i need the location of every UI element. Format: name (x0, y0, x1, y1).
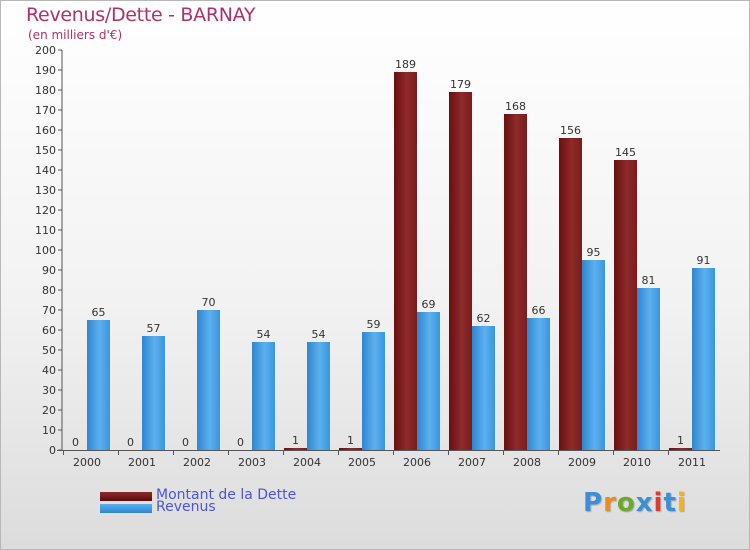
revenus-value-label: 62 (477, 312, 491, 325)
debt-bar (339, 448, 362, 450)
y-tick-label: 0 (49, 444, 56, 457)
x-tick-label: 2005 (348, 456, 376, 469)
revenus-bar (252, 342, 275, 450)
y-tick-label: 110 (35, 224, 56, 237)
revenus-value-label: 91 (697, 254, 711, 267)
revenus-value-label: 54 (312, 328, 326, 341)
revenus-value-label: 59 (367, 318, 381, 331)
revenus-bar (362, 332, 385, 450)
y-tick-label: 120 (35, 204, 56, 217)
revenus-bar (472, 326, 495, 450)
y-tick-label: 190 (35, 64, 56, 77)
debt-value-label: 0 (182, 436, 189, 449)
y-tick-label: 200 (35, 44, 56, 57)
revenus-bar (692, 268, 715, 450)
debt-value-label: 1 (677, 434, 684, 447)
y-tick-label: 40 (42, 364, 56, 377)
chart-title: Revenus/Dette - BARNAY (26, 4, 256, 26)
debt-bar (394, 72, 417, 450)
revenus-value-label: 57 (147, 322, 161, 335)
logo-letter: P (583, 488, 604, 518)
debt-value-label: 145 (615, 146, 636, 159)
logo-letter: i (653, 488, 664, 518)
logo-letter: x (635, 488, 654, 518)
x-tick-label: 2004 (293, 456, 321, 469)
legend-label-debt: Montant de la Dette (156, 487, 297, 503)
debt-bar (559, 138, 582, 450)
y-tick-label: 10 (42, 424, 56, 437)
legend-swatch-revenus (100, 504, 152, 513)
revenus-bar (582, 260, 605, 450)
x-tick-label: 2002 (183, 456, 211, 469)
debt-value-label: 179 (450, 78, 471, 91)
y-tick-label: 60 (42, 324, 56, 337)
debt-bar (669, 448, 692, 450)
debt-bar (284, 448, 307, 450)
y-tick-label: 170 (35, 104, 56, 117)
debt-value-label: 0 (237, 436, 244, 449)
revenus-bar (417, 312, 440, 450)
y-tick-label: 150 (35, 144, 56, 157)
revenus-bar (307, 342, 330, 450)
debt-value-label: 1 (347, 434, 354, 447)
revenus-value-label: 66 (532, 304, 546, 317)
revenus-value-label: 81 (642, 274, 656, 287)
debt-value-label: 189 (395, 58, 416, 71)
y-tick-label: 80 (42, 284, 56, 297)
y-tick-label: 160 (35, 124, 56, 137)
debt-value-label: 0 (72, 436, 79, 449)
logo-letter: r (603, 488, 617, 518)
debt-bar (449, 92, 472, 450)
revenus-bar (197, 310, 220, 450)
y-tick-label: 180 (35, 84, 56, 97)
y-tick-label: 140 (35, 164, 56, 177)
y-tick-label: 20 (42, 404, 56, 417)
x-tick-label: 2008 (513, 456, 541, 469)
y-tick-label: 90 (42, 264, 56, 277)
revenus-value-label: 70 (202, 296, 216, 309)
logo-letter: t (663, 488, 677, 518)
proxiti-logo: Proxiti (583, 488, 687, 518)
debt-value-label: 156 (560, 124, 581, 137)
debt-bar (614, 160, 637, 450)
x-tick-label: 2011 (678, 456, 706, 469)
debt-value-label: 0 (127, 436, 134, 449)
revenus-bar (637, 288, 660, 450)
logo-letter: i (676, 488, 687, 518)
legend-label-revenus: Revenus (156, 499, 216, 515)
revenus-value-label: 54 (257, 328, 271, 341)
y-tick-label: 70 (42, 304, 56, 317)
debt-bar (504, 114, 527, 450)
debt-value-label: 1 (292, 434, 299, 447)
x-tick-label: 2003 (238, 456, 266, 469)
revenus-value-label: 95 (587, 246, 601, 259)
x-tick-label: 2009 (568, 456, 596, 469)
x-tick-label: 2006 (403, 456, 431, 469)
x-tick-label: 2001 (128, 456, 156, 469)
logo-letter: o (616, 488, 636, 518)
x-tick-label: 2000 (73, 456, 101, 469)
revenus-bar (142, 336, 165, 450)
revenus-bar (87, 320, 110, 450)
debt-value-label: 168 (505, 100, 526, 113)
y-tick-label: 50 (42, 344, 56, 357)
chart-subtitle: (en milliers d'€) (28, 28, 123, 42)
revenus-value-label: 65 (92, 306, 106, 319)
y-tick-label: 100 (35, 244, 56, 257)
x-tick-label: 2007 (458, 456, 486, 469)
revenus-bar (527, 318, 550, 450)
y-tick-label: 130 (35, 184, 56, 197)
legend-swatch-debt (100, 492, 152, 501)
x-tick-label: 2010 (623, 456, 651, 469)
revenus-value-label: 69 (422, 298, 436, 311)
y-tick-label: 30 (42, 384, 56, 397)
